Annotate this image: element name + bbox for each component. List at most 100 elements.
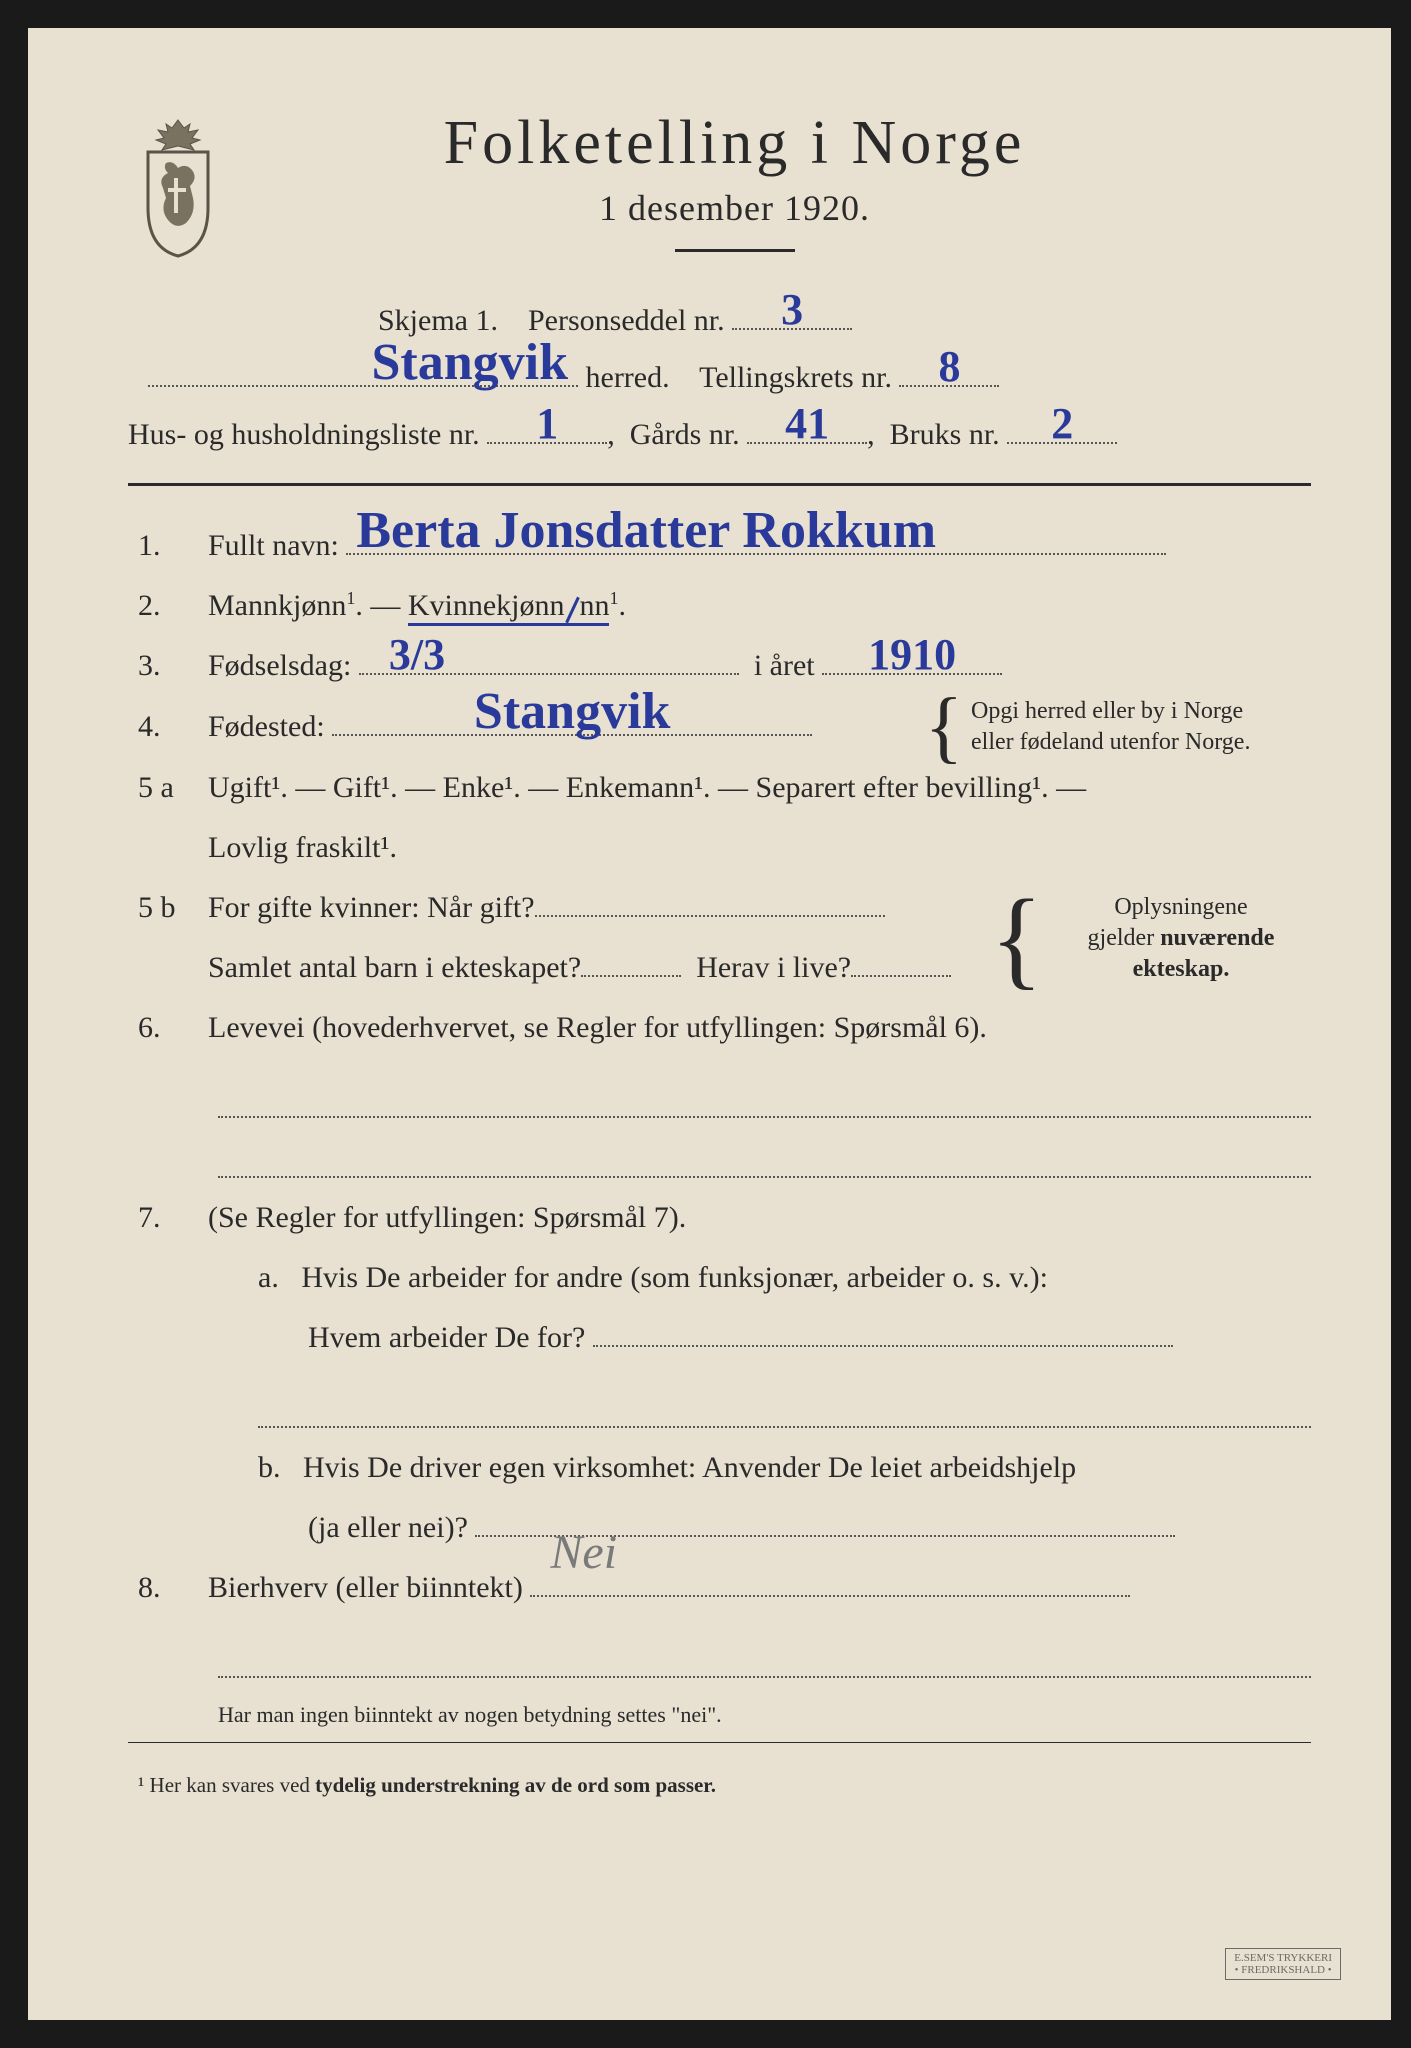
q7a-l1: Hvis De arbeider for andre (som funksjon… [301,1261,1048,1294]
q8-label: Bierhverv (eller biinntekt) [208,1571,523,1604]
q5b-side3: ekteskap. [1051,954,1311,985]
q3-year-value: 1910 [822,633,1002,677]
coat-of-arms-icon [128,118,228,263]
q5a-opts: Ugift¹. — Gift¹. — Enke¹. — Enkemann¹. —… [208,771,1086,804]
q6-body: Levevei (hovederhvervet, se Regler for u… [208,998,1311,1058]
title-divider [675,249,795,252]
q7a-body2: Hvem arbeider De for? [208,1308,1311,1368]
q7b-l1: Hvis De driver egen virksomhet: Anvender… [303,1451,1076,1484]
q5b-body: For gifte kvinner: Når gift? Samlet anta… [208,878,1311,998]
q6-num: 6. [128,998,208,1058]
header: Folketelling i Norge 1 desember 1920. [128,108,1311,282]
herred-field: Stangvik [148,351,578,387]
husliste-field: 1 [487,408,607,444]
q1-label: Fullt navn: [208,529,339,562]
stamp-l2: • FREDRIKSHALD • [1234,1964,1332,1976]
q4-field: Stangvik [332,700,812,736]
q2-dash: — [370,589,408,622]
gards-label: Gårds nr. [630,418,740,451]
personseddel-value: 3 [732,288,852,332]
footnote-1: Har man ingen biinntekt av nogen betydni… [218,1702,1311,1728]
subtitle: 1 desember 1920. [258,187,1211,229]
q7b-l2: (ja eller nei)? [308,1511,468,1544]
census-form-page: Folketelling i Norge 1 desember 1920. Sk… [28,28,1391,2020]
bruks-value: 2 [1007,402,1117,446]
q5b-live-field [851,941,951,977]
q5b-main: For gifte kvinner: Når gift? Samlet anta… [208,878,982,998]
q5a-body2: Lovlig fraskilt¹. [208,818,1311,878]
herred-label: herred. [586,361,670,394]
husliste-label: Hus- og husholdningsliste nr. [128,418,480,451]
brace-icon: { [925,703,963,751]
q8-row: 8. Bierhverv (eller biinntekt) Nei [128,1558,1311,1618]
q4-label: Fødested: [208,710,325,743]
q7a-num: a. [258,1261,279,1294]
q7b-row2: (ja eller nei)? [128,1498,1311,1558]
q7b-num: b. [258,1451,281,1484]
gards-field: 41 [747,408,867,444]
q5b-line2: Samlet antal barn i ekteskapet? Herav i … [208,938,982,998]
q2-row: 2. Mannkjønn1. — Kvinnekjønn nn1. [128,576,1311,636]
q7a-field [593,1311,1173,1347]
q4-value: Stangvik [332,686,812,738]
bruks-label: Bruks nr. [890,418,1000,451]
q5b-barn-field [581,941,681,977]
q1-num: 1. [128,516,208,576]
q4-row: 4. Fødested: Stangvik { Opgi herred elle… [128,696,1311,758]
q2-num: 2. [128,576,208,636]
q3-label: Fødselsdag: [208,649,351,682]
personseddel-field: 3 [732,294,852,330]
q5b-side1: Oplysningene [1051,892,1311,923]
printer-stamp: E.SEM'S TRYKKERI • FREDRIKSHALD • [1225,1948,1341,1980]
q3-num: 3. [128,636,208,696]
title-block: Folketelling i Norge 1 desember 1920. [258,108,1311,282]
q6-field-2 [218,1128,1311,1178]
q5b-row: 5 b For gifte kvinner: Når gift? Samlet … [128,878,1311,998]
q1-value: Berta Jonsdatter Rokkum [346,505,1166,557]
q6-field-1 [218,1068,1311,1118]
tellingskrets-label: Tellingskrets nr. [699,361,892,394]
q2-body: Mannkjønn1. — Kvinnekjønn nn1. [208,576,1311,636]
q5b-gift-field [535,881,885,917]
q1-body: Fullt navn: Berta Jonsdatter Rokkum [208,516,1311,576]
personseddel-label: Personseddel nr. [528,304,725,337]
herred-value: Stangvik [148,337,578,389]
q4-side-note: Opgi herred eller by i Norge eller fødel… [971,696,1311,758]
q8-field: Nei [530,1561,1130,1597]
tellingskrets-value: 8 [899,345,999,389]
q4-num: 4. [128,697,208,757]
q7a-field-2 [258,1378,1311,1428]
brace-icon: { [990,905,1043,971]
q5a-row2: Lovlig fraskilt¹. [128,818,1311,878]
q2-kvinne: Kvinnekjønn nn [408,589,610,626]
bottom-divider [128,1742,1311,1743]
q1-field: Berta Jonsdatter Rokkum [346,519,1166,555]
q7a-body: a. Hvis De arbeider for andre (som funks… [208,1248,1311,1308]
q1-row: 1. Fullt navn: Berta Jonsdatter Rokkum [128,516,1311,576]
q7-num: 7. [128,1188,208,1248]
q3-mid: i året [754,649,815,682]
meta-line-2: Stangvik herred. Tellingskrets nr. 8 [148,349,1291,406]
meta-line-3: Hus- og husholdningsliste nr. 1, Gårds n… [128,406,1291,463]
q5b-side2: gjelder nuværende [1051,923,1311,954]
q8-body: Bierhverv (eller biinntekt) Nei [208,1558,1311,1618]
main-title: Folketelling i Norge [258,108,1211,179]
q5a-opts2: Lovlig fraskilt¹. [208,831,397,864]
q4-body: Fødested: Stangvik { Opgi herred eller b… [208,696,1311,758]
q7b-body2: (ja eller nei)? [208,1498,1311,1558]
q7a-l2: Hvem arbeider De for? [308,1321,585,1354]
skjema-label: Skjema 1. [378,304,498,337]
husliste-value: 1 [487,402,607,446]
q2-sup1: 1 [346,588,355,608]
footnote-2: ¹ Her kan svares ved tydelig understrekn… [128,1773,1311,1798]
q4-side1: Opgi herred eller by i Norge [971,696,1311,727]
q5a-num: 5 a [128,758,208,818]
q3-day-value: 3/3 [359,633,739,677]
q5a-row: 5 a Ugift¹. — Gift¹. — Enke¹. — Enkemann… [128,758,1311,818]
q7-row: 7. (Se Regler for utfyllingen: Spørsmål … [128,1188,1311,1248]
q7a-row2: Hvem arbeider De for? [128,1308,1311,1368]
q2-mann: Mannkjønn [208,589,346,622]
q6-row: 6. Levevei (hovederhvervet, se Regler fo… [128,998,1311,1058]
q4-main: Fødested: Stangvik [208,697,917,757]
q3-day-field: 3/3 [359,639,739,675]
